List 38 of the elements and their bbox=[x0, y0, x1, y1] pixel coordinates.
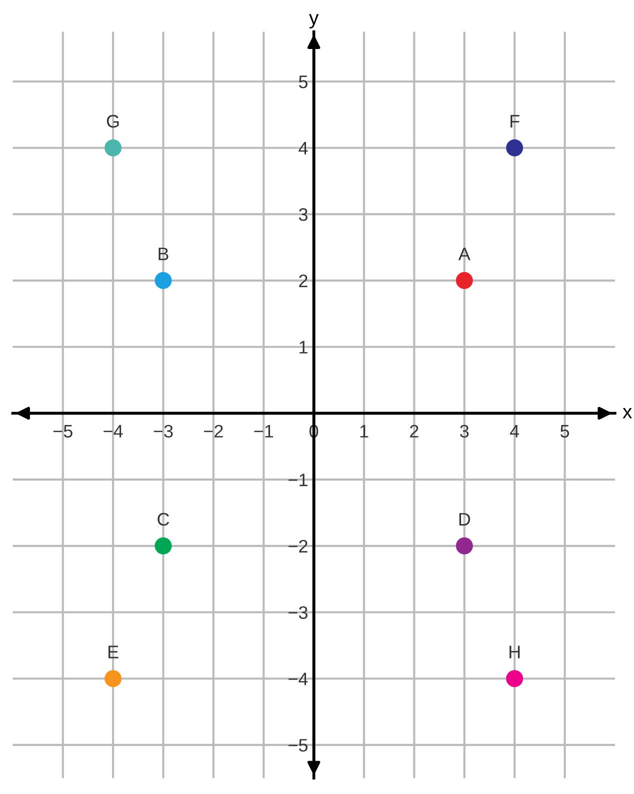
x-axis-title: x bbox=[622, 408, 632, 418]
x-tick-label: 3 bbox=[460, 424, 469, 438]
point bbox=[154, 272, 172, 290]
x-tick-label: −5 bbox=[53, 425, 72, 438]
y-tick-label: 1 bbox=[300, 341, 308, 354]
point bbox=[456, 272, 473, 290]
point bbox=[506, 670, 524, 688]
y-tick-label: −1 bbox=[288, 474, 308, 486]
x-tick-label: 1 bbox=[360, 425, 368, 438]
annotation: A bbox=[458, 248, 470, 260]
x-tick-label: 2 bbox=[410, 424, 418, 438]
annotation: D bbox=[459, 513, 470, 526]
point bbox=[456, 537, 473, 554]
x-tick-label: 5 bbox=[560, 425, 570, 438]
y-axis-title: y bbox=[309, 14, 319, 28]
annotation: B bbox=[158, 248, 168, 260]
y-tick-label: 5 bbox=[298, 76, 308, 88]
y-tick-label: 3 bbox=[298, 208, 308, 221]
annotation: G bbox=[106, 114, 119, 128]
y-tick-label: −3 bbox=[288, 606, 308, 619]
y-tick-label: 2 bbox=[299, 274, 308, 288]
annotation: C bbox=[158, 512, 170, 526]
y-tick-label: −2 bbox=[288, 540, 308, 552]
y-tick-label: −5 bbox=[288, 739, 308, 752]
y-tick-label: −4 bbox=[288, 672, 308, 686]
x-tick-label: −3 bbox=[154, 424, 173, 438]
annotation: H bbox=[510, 646, 520, 658]
point bbox=[104, 670, 122, 688]
x-tick-label: −1 bbox=[254, 425, 274, 438]
point bbox=[104, 139, 122, 156]
annotation: F bbox=[510, 115, 520, 128]
point bbox=[506, 139, 524, 156]
point bbox=[154, 537, 172, 554]
x-tick-label: −2 bbox=[204, 424, 223, 438]
y-tick-label: 4 bbox=[298, 142, 308, 154]
annotation: E bbox=[108, 646, 118, 658]
x-tick-label: −4 bbox=[104, 425, 123, 438]
x-tick-label: 4 bbox=[510, 425, 520, 438]
